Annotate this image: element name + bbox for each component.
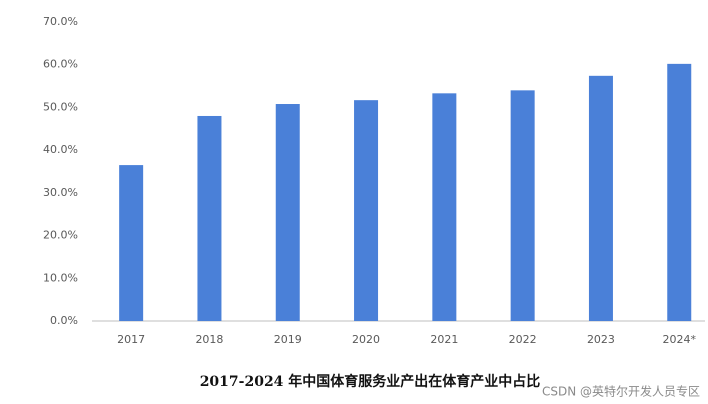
x-tick-label: 2021 xyxy=(430,333,458,346)
x-tick-label: 2024* xyxy=(663,333,697,346)
x-tick-label: 2023 xyxy=(587,333,615,346)
bar xyxy=(510,90,535,321)
x-tick-label: 2019 xyxy=(274,333,302,346)
y-tick-label: 40.0% xyxy=(43,143,78,156)
y-tick-label: 0.0% xyxy=(50,314,78,327)
watermark: CSDN @英特尔开发人员专区 xyxy=(542,384,700,399)
y-tick-label: 30.0% xyxy=(43,186,78,199)
bar xyxy=(588,75,613,321)
x-tick-label: 2022 xyxy=(509,333,537,346)
bar xyxy=(432,93,457,321)
x-tick-label: 2018 xyxy=(195,333,223,346)
bar xyxy=(275,104,300,321)
bar xyxy=(119,165,144,321)
chart-title: 2017-2024 年中国体育服务业产出在体育产业中占比 xyxy=(200,373,541,390)
x-tick-label: 2020 xyxy=(352,333,380,346)
y-tick-label: 10.0% xyxy=(43,271,78,284)
y-tick-label: 50.0% xyxy=(43,100,78,113)
bar xyxy=(354,100,379,321)
bar xyxy=(667,63,692,322)
x-tick-label: 2017 xyxy=(117,333,145,346)
y-tick-label: 70.0% xyxy=(43,15,78,28)
y-tick-label: 60.0% xyxy=(43,58,78,71)
bar xyxy=(197,115,222,321)
y-tick-label: 20.0% xyxy=(43,229,78,242)
